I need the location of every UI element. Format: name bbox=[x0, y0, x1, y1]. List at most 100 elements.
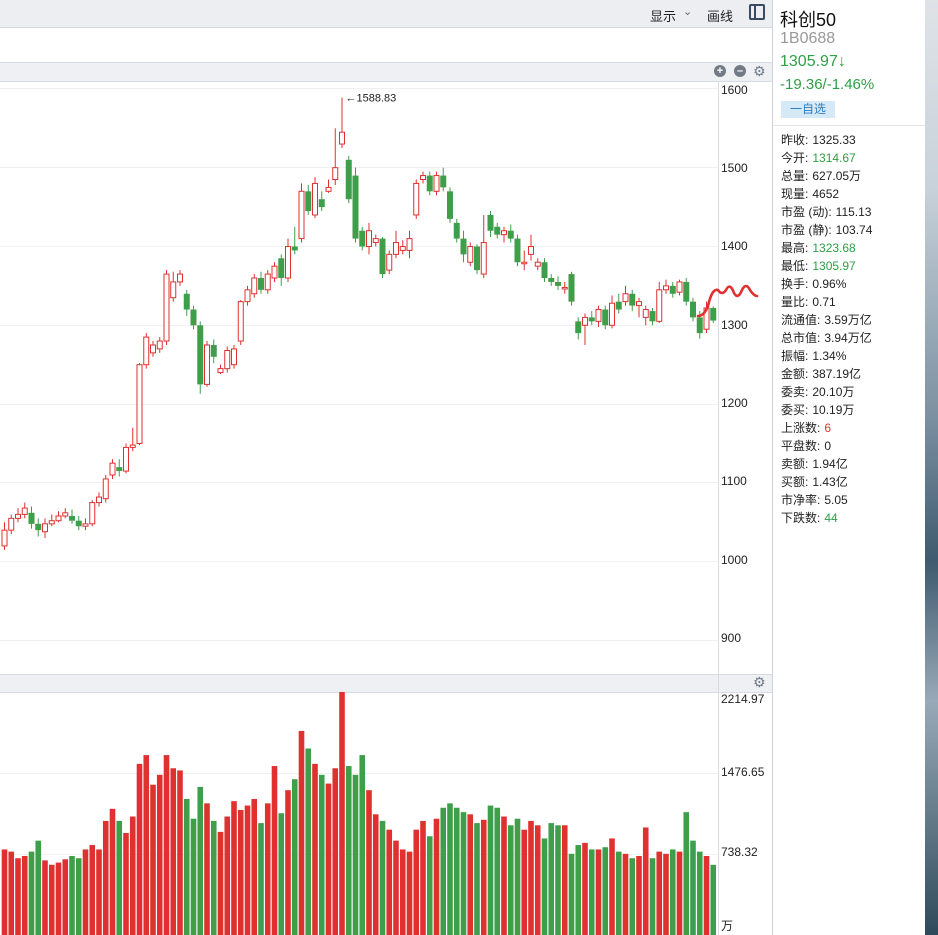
candle-body bbox=[69, 515, 75, 521]
volume-bar bbox=[582, 842, 588, 935]
candle-body bbox=[332, 167, 339, 180]
candle-body bbox=[568, 274, 575, 302]
candle-body bbox=[231, 348, 237, 366]
volume-bar bbox=[150, 784, 156, 935]
price-axis-line bbox=[718, 81, 719, 935]
candle-body bbox=[541, 262, 548, 278]
gear-icon[interactable]: ⚙ bbox=[753, 63, 766, 79]
candle-body bbox=[649, 311, 656, 322]
candle-body bbox=[224, 349, 231, 370]
candle-body bbox=[622, 293, 629, 303]
volume-bar bbox=[568, 853, 575, 935]
candle-body bbox=[561, 286, 568, 290]
stat-label: 量比: bbox=[781, 295, 809, 309]
stat-row: 最高: 1323.68 bbox=[781, 239, 856, 256]
zoom-in-icon[interactable]: + bbox=[714, 65, 726, 77]
price-tick-label: 1400 bbox=[721, 239, 748, 253]
candle-body bbox=[190, 309, 197, 326]
candle-body bbox=[129, 444, 136, 448]
index-name: 科创50 bbox=[780, 10, 837, 30]
zoom-out-icon[interactable]: – bbox=[734, 65, 746, 77]
volume-bar bbox=[305, 748, 312, 935]
candle-body bbox=[204, 344, 210, 385]
candle-body bbox=[352, 175, 359, 239]
volume-bar bbox=[366, 790, 372, 935]
candle-body bbox=[514, 238, 521, 263]
candle-body bbox=[487, 214, 494, 231]
candle-body bbox=[595, 309, 602, 322]
candle-body bbox=[163, 273, 170, 342]
candle-body bbox=[555, 281, 561, 286]
index-code: 1B0688 bbox=[780, 30, 836, 47]
volume-bar bbox=[413, 829, 420, 935]
stat-value: 3.94万亿 bbox=[824, 331, 872, 345]
stat-label: 委卖: bbox=[781, 385, 809, 399]
stat-row: 委卖: 20.10万 bbox=[781, 383, 854, 400]
candle-body bbox=[285, 245, 291, 279]
stat-row: 卖额: 1.94亿 bbox=[781, 455, 848, 472]
price-tick-label: 1300 bbox=[721, 318, 748, 332]
stat-value: 20.10万 bbox=[812, 385, 855, 399]
volume-bar bbox=[447, 803, 453, 935]
stat-label: 昨收: bbox=[781, 133, 809, 147]
candle-body bbox=[467, 245, 474, 263]
volume-bar bbox=[440, 807, 447, 935]
candle-body bbox=[534, 261, 541, 267]
candle-body bbox=[278, 258, 285, 278]
volume-settings-gear-icon[interactable]: ⚙ bbox=[753, 674, 766, 690]
display-menu[interactable]: 显示 bbox=[650, 9, 677, 24]
candle-body bbox=[615, 301, 622, 310]
volume-bar bbox=[339, 692, 345, 935]
panel-separator bbox=[773, 125, 925, 126]
candle-body bbox=[386, 253, 393, 271]
candle-body bbox=[669, 285, 676, 294]
remove-watchlist-button[interactable]: 一自选 bbox=[781, 101, 835, 118]
candle-body bbox=[183, 293, 190, 310]
volume-bar bbox=[642, 827, 649, 935]
candle-body bbox=[82, 523, 89, 527]
volume-bar bbox=[251, 798, 258, 935]
stat-label: 市净率: bbox=[781, 493, 821, 507]
candlestick-chart[interactable]: ←1588.83 bbox=[0, 0, 772, 935]
volume-bar bbox=[217, 831, 224, 935]
volume-bar bbox=[399, 849, 406, 935]
quote-panel: 科创50 1B0688 1305.97↓ -19.36/-1.46% 一自选 昨… bbox=[773, 0, 925, 935]
volume-bar bbox=[372, 814, 379, 935]
volume-bar bbox=[116, 820, 123, 935]
candle-body bbox=[8, 517, 15, 531]
volume-bar bbox=[285, 790, 291, 935]
stat-row: 委买: 10.19万 bbox=[781, 401, 854, 418]
volume-bar bbox=[109, 808, 116, 935]
volume-bar bbox=[548, 823, 555, 935]
draw-line-menu[interactable]: 画线 bbox=[707, 9, 734, 24]
volume-bar bbox=[177, 770, 183, 935]
candle-body bbox=[690, 301, 696, 318]
candle-body bbox=[548, 278, 555, 282]
panel-layout-icon[interactable] bbox=[749, 4, 765, 20]
volume-bar bbox=[345, 766, 352, 935]
volume-bar bbox=[615, 851, 622, 935]
candle-body bbox=[663, 285, 669, 291]
volume-bar bbox=[28, 851, 35, 935]
candle-body bbox=[453, 222, 460, 239]
candle-body bbox=[21, 507, 28, 515]
volume-bar bbox=[129, 816, 136, 935]
volume-bar bbox=[352, 774, 359, 935]
volume-bar bbox=[48, 864, 55, 935]
stat-value: 4652 bbox=[812, 187, 840, 201]
stat-row: 下跌数: 44 bbox=[781, 509, 838, 526]
volume-bar bbox=[271, 766, 278, 935]
volume-bar bbox=[143, 755, 150, 935]
stat-value: 0.96% bbox=[812, 277, 847, 291]
candle-body bbox=[366, 230, 372, 247]
candle-body bbox=[683, 281, 690, 302]
candle-body bbox=[420, 175, 426, 180]
candle-body bbox=[109, 462, 116, 476]
volume-bar bbox=[636, 856, 642, 935]
chevron-down-icon[interactable]: ⌄ bbox=[683, 6, 693, 18]
volume-bar bbox=[467, 814, 474, 935]
volume-bar bbox=[474, 823, 480, 935]
volume-bar bbox=[514, 818, 521, 935]
volume-bar bbox=[163, 755, 170, 935]
volume-bar bbox=[75, 858, 82, 935]
